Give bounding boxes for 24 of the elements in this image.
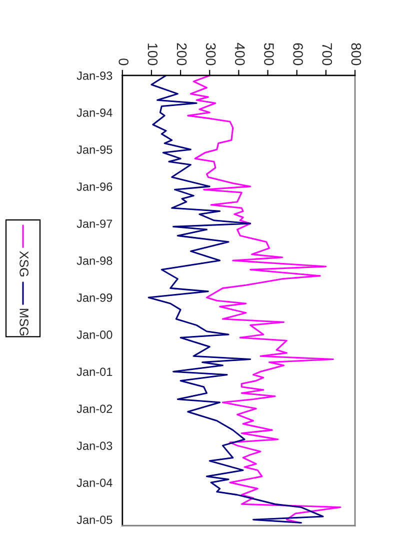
y-tick-label: Jan-93 [76, 72, 112, 80]
y-tick-label: Jan-02 [76, 404, 112, 413]
y-tick-label: Jan-00 [76, 330, 112, 339]
legend-label: XSG [20, 251, 28, 276]
y-tick-label: Jan-94 [76, 108, 112, 117]
y-tick-label: Jan-96 [76, 182, 112, 191]
x-tick-label: 600 [293, 43, 303, 66]
legend-label: MSG [20, 308, 28, 336]
y-tick-label: Jan-03 [76, 442, 112, 450]
y-tick-label: Jan-01 [76, 368, 112, 376]
y-tick-label: Jan-99 [76, 294, 112, 302]
y-tick-label: Jan-05 [76, 516, 112, 524]
y-tick-label: Jan-04 [76, 478, 112, 487]
y-tick-label: Jan-97 [76, 220, 112, 228]
x-tick-label: 400 [234, 42, 245, 66]
x-tick-label: 200 [176, 43, 187, 66]
y-tick-label: Jan-95 [76, 145, 112, 154]
x-tick-label: 300 [206, 43, 216, 66]
x-tick-label: 0 [118, 58, 129, 66]
x-tick-label: 100 [148, 44, 158, 66]
x-tick-label: 700 [322, 43, 332, 66]
x-tick-label: 800 [351, 43, 362, 66]
y-tick-label: Jan-98 [76, 256, 112, 265]
x-tick-label: 500 [264, 43, 274, 66]
